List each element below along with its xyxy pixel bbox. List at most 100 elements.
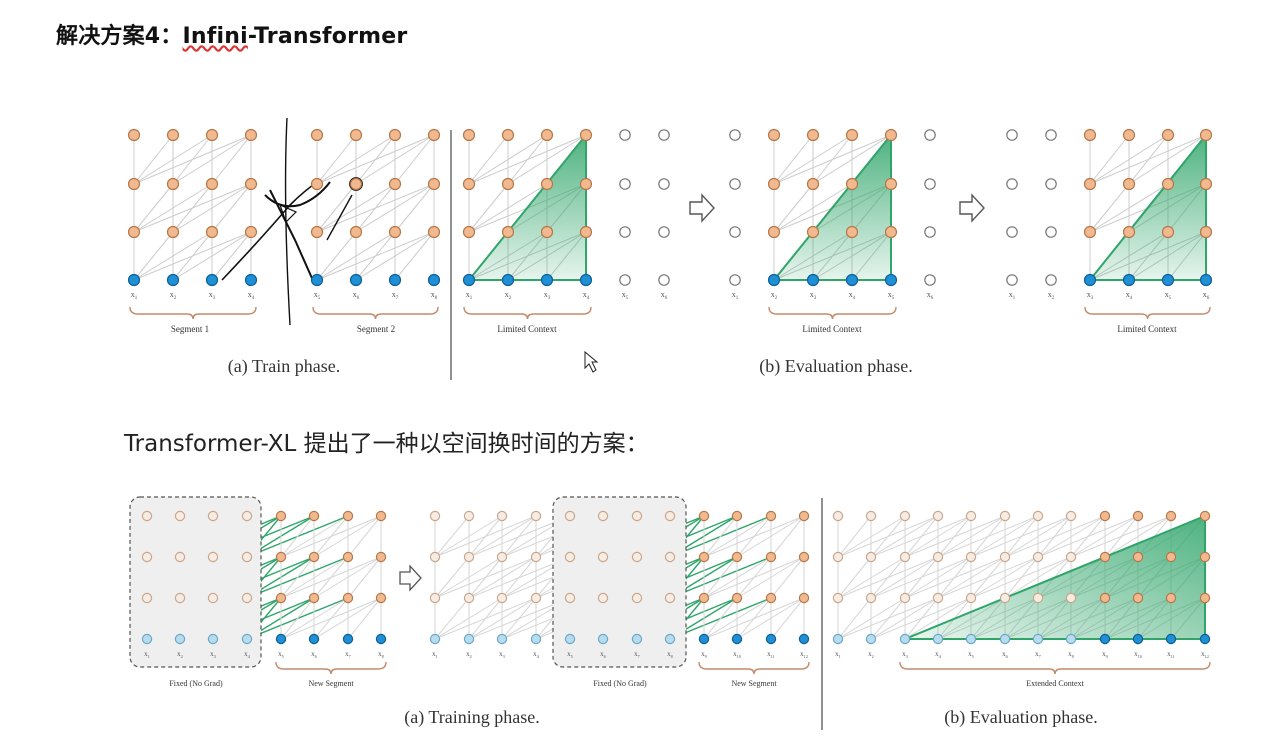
edge — [172, 231, 213, 281]
edge — [313, 515, 349, 558]
hidden-node — [540, 177, 554, 191]
hidden-node — [462, 177, 476, 191]
empty-node — [924, 129, 936, 141]
edge — [904, 515, 939, 558]
hidden-node — [1083, 225, 1097, 239]
empty-node — [619, 226, 631, 238]
fixed-hidden-node — [530, 510, 542, 522]
fixed-hidden-node — [899, 510, 911, 522]
hidden-node — [798, 592, 810, 604]
fixed-hidden-node — [174, 510, 186, 522]
brace-extended-context — [899, 661, 1211, 675]
hidden-node — [342, 510, 354, 522]
hidden-node — [806, 225, 820, 239]
hidden-node — [884, 177, 898, 191]
hidden-node — [375, 551, 387, 563]
fixed-input-node — [141, 633, 153, 645]
token-label: x7 — [345, 650, 352, 659]
token-label: x3 — [209, 290, 216, 301]
input-node — [579, 273, 593, 287]
hidden-node — [1083, 177, 1097, 191]
empty-node — [1006, 129, 1018, 141]
empty-node — [729, 129, 741, 141]
hidden-node — [127, 225, 141, 239]
fixed-input-node — [241, 633, 253, 645]
hidden-node — [244, 225, 258, 239]
fixed-hidden-node — [241, 510, 253, 522]
edge — [1089, 183, 1130, 233]
token-label: x5 — [567, 650, 573, 659]
input-node — [127, 273, 141, 287]
hidden-node — [1199, 177, 1213, 191]
fixed-hidden-node — [899, 592, 911, 604]
fixed-hidden-node — [1065, 551, 1077, 563]
edge — [468, 183, 509, 233]
empty-node — [1006, 178, 1018, 190]
hidden-node — [275, 551, 287, 563]
fixed-hidden-node — [965, 592, 977, 604]
input-node — [244, 273, 258, 287]
token-label: x2 — [170, 290, 177, 301]
token-label: x8 — [667, 650, 673, 659]
token-label: x4 — [244, 650, 251, 659]
fixed-hidden-node — [597, 510, 609, 522]
input-node — [884, 273, 898, 287]
hidden-node — [1199, 592, 1211, 604]
hidden-node — [1132, 551, 1144, 563]
token-label: x4 — [935, 650, 942, 659]
edge — [280, 556, 315, 599]
ink-stroke — [278, 203, 298, 224]
hidden-node — [1161, 225, 1175, 239]
fixed-hidden-node — [865, 551, 877, 563]
hidden-node — [579, 225, 593, 239]
hidden-node — [349, 177, 363, 191]
hidden-node — [1099, 510, 1111, 522]
fixed-hidden-node — [496, 551, 508, 563]
token-label: x2 — [505, 290, 512, 301]
empty-node — [924, 226, 936, 238]
token-label: x6 — [600, 650, 607, 659]
hidden-node — [1165, 592, 1177, 604]
arrow-right-icon — [959, 193, 985, 223]
token-label: x2 — [177, 650, 183, 659]
brace-segment-2 — [312, 306, 439, 320]
edge — [773, 183, 814, 233]
input-node — [375, 633, 387, 645]
fixed-input-node — [1032, 633, 1044, 645]
caption-training-phase: (a) Training phase. — [404, 707, 539, 728]
fixed-hidden-node — [1032, 551, 1044, 563]
token-label: x10 — [1134, 650, 1142, 659]
hidden-node — [1099, 551, 1111, 563]
brace-segment-1 — [129, 306, 257, 320]
fixed-hidden-node — [207, 592, 219, 604]
hidden-node — [1122, 128, 1136, 142]
empty-node — [658, 129, 670, 141]
hidden-node — [244, 128, 258, 142]
token-label: x6 — [1203, 290, 1210, 301]
hidden-node — [698, 592, 710, 604]
hidden-node — [1132, 510, 1144, 522]
fixed-hidden-node — [1032, 510, 1044, 522]
token-label: x5 — [1165, 290, 1172, 301]
token-label: x5 — [968, 650, 974, 659]
fixed-hidden-node — [932, 551, 944, 563]
brace-limited-context — [768, 306, 897, 320]
edge — [355, 231, 396, 281]
token-label: x4 — [583, 290, 590, 301]
caption-train-phase: (a) Train phase. — [228, 356, 340, 377]
hidden-node — [1161, 128, 1175, 142]
token-label: x12 — [1201, 650, 1209, 659]
title-rest: -Transformer — [247, 24, 408, 49]
fixed-hidden-node — [664, 551, 676, 563]
token-label: x1 — [432, 650, 438, 659]
input-node — [1199, 273, 1213, 287]
hidden-node — [540, 128, 554, 142]
hidden-node — [1165, 510, 1177, 522]
edge — [347, 515, 382, 558]
hidden-node — [388, 128, 402, 142]
limited-context-label-2: Limited Context — [802, 324, 862, 334]
edge — [703, 556, 738, 599]
input-node — [540, 273, 554, 287]
empty-node — [1045, 178, 1057, 190]
hidden-node — [349, 225, 363, 239]
